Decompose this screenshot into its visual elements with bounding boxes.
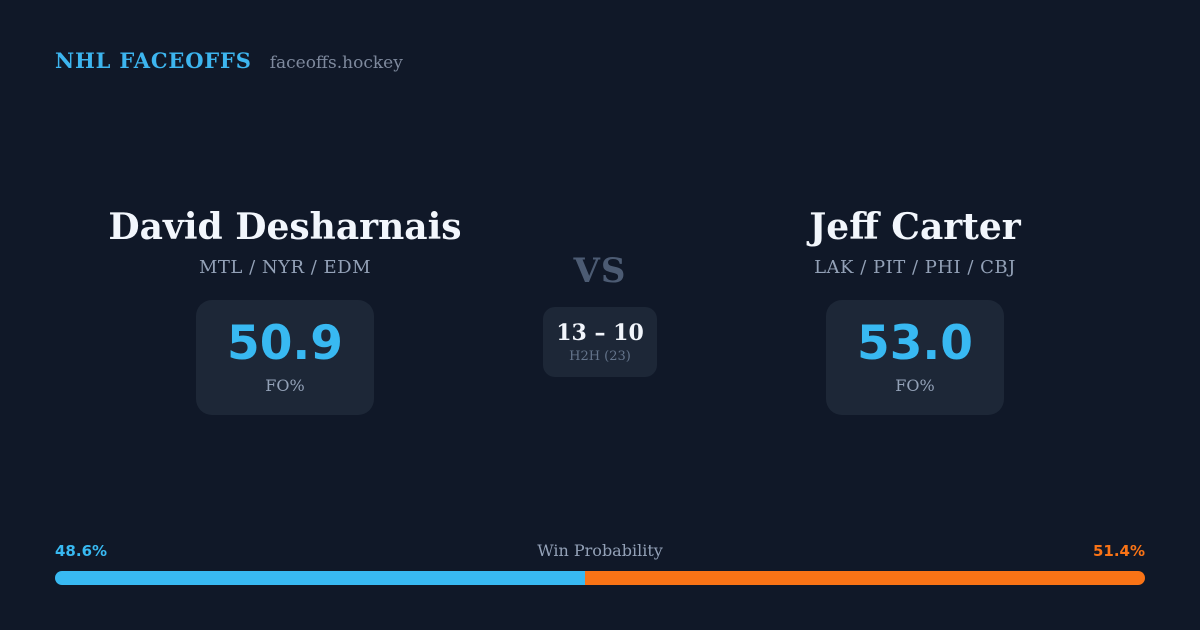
- vs-label: VS: [573, 251, 627, 291]
- player-right-teams: LAK / PIT / PHI / CBJ: [814, 257, 1016, 278]
- player-right-fo-label: FO%: [895, 376, 935, 395]
- win-bar-left-segment: [55, 571, 585, 585]
- player-left-fo-value: 50.9: [227, 316, 343, 371]
- player-left-fo-stat-box: 50.9 FO%: [196, 300, 374, 415]
- win-pct-left: 48.6%: [55, 542, 108, 560]
- win-probability-title: Win Probability: [537, 541, 663, 560]
- h2h-box: 13 – 10 H2H (23): [543, 307, 657, 378]
- win-probability-section: 48.6% Win Probability 51.4%: [55, 541, 1145, 585]
- h2h-score: 13 – 10: [556, 319, 644, 346]
- win-bar-right-segment: [584, 571, 1145, 585]
- player-right-name: Jeff Carter: [809, 206, 1021, 248]
- matchup-section: David Desharnais MTL / NYR / EDM 50.9 FO…: [55, 205, 1145, 415]
- player-left: David Desharnais MTL / NYR / EDM 50.9 FO…: [55, 205, 515, 415]
- win-probability-bar: [55, 571, 1145, 585]
- win-probability-labels: 48.6% Win Probability 51.4%: [55, 541, 1145, 560]
- brand-logo-text: NHL FACEOFFS: [55, 48, 252, 73]
- player-left-name: David Desharnais: [108, 206, 462, 248]
- header: NHL FACEOFFS faceoffs.hockey: [55, 48, 403, 73]
- h2h-label: H2H (23): [569, 348, 631, 364]
- win-pct-right: 51.4%: [1092, 542, 1145, 560]
- player-right-fo-value: 53.0: [857, 316, 973, 371]
- player-left-fo-label: FO%: [265, 376, 305, 395]
- site-url: faceoffs.hockey: [269, 53, 403, 73]
- player-left-teams: MTL / NYR / EDM: [198, 257, 372, 278]
- vs-section: VS 13 – 10 H2H (23): [515, 205, 685, 415]
- player-right-fo-stat-box: 53.0 FO%: [826, 300, 1004, 415]
- player-right: Jeff Carter LAK / PIT / PHI / CBJ 53.0 F…: [685, 205, 1145, 415]
